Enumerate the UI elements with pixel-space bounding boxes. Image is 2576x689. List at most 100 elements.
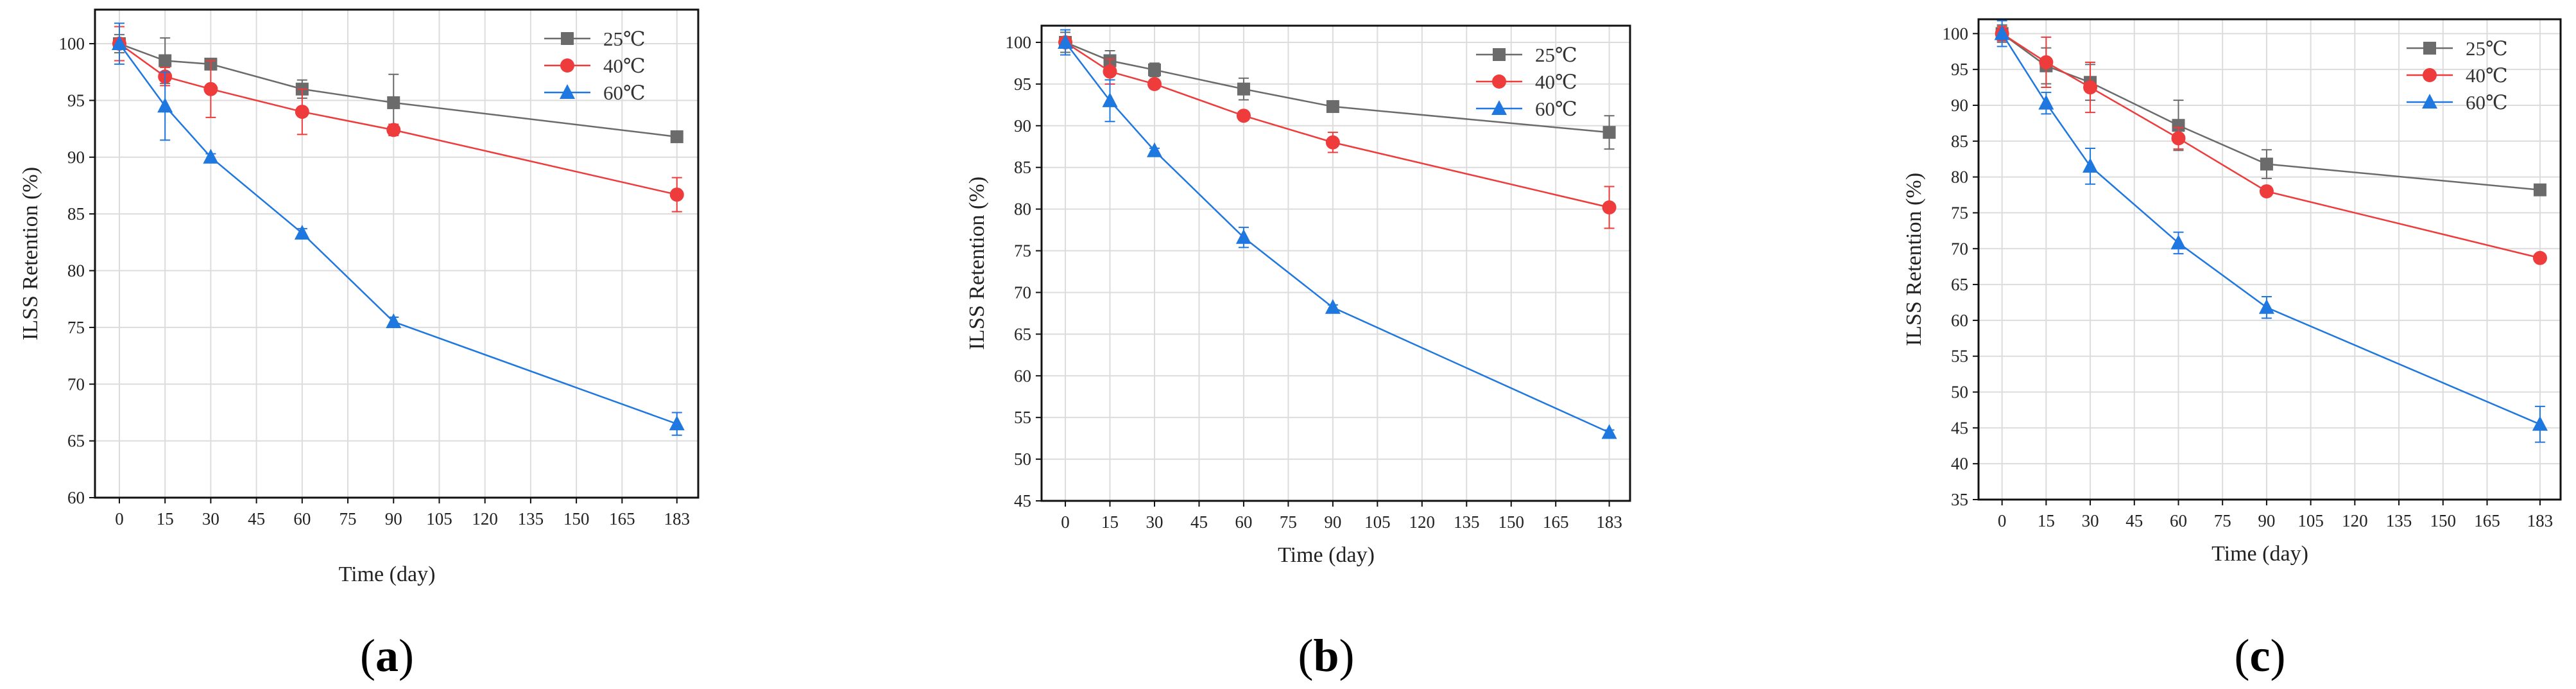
data-point xyxy=(1237,82,1250,96)
legend-marker xyxy=(560,58,574,73)
x-tick-label: 105 xyxy=(426,509,452,528)
x-tick-label: 120 xyxy=(1409,512,1436,532)
legend-label: 40℃ xyxy=(603,55,646,77)
legend-marker xyxy=(561,32,574,45)
y-tick-label: 100 xyxy=(1943,24,1969,43)
data-point xyxy=(2082,157,2099,173)
data-point xyxy=(2259,184,2274,198)
y-tick-label: 55 xyxy=(1014,408,1031,427)
legend-label: 25℃ xyxy=(2466,37,2508,60)
y-tick-label: 90 xyxy=(1014,116,1031,135)
x-tick-label: 183 xyxy=(1596,512,1622,532)
x-tick-label: 150 xyxy=(1498,512,1524,532)
data-point xyxy=(1103,64,1117,79)
legend: 25℃ 40℃ 60℃ xyxy=(2407,37,2508,114)
series-line xyxy=(1065,41,1610,134)
y-tick-label: 90 xyxy=(67,148,85,167)
panel-label: (a) xyxy=(360,630,414,681)
y-tick-label: 50 xyxy=(1014,449,1031,469)
series-line xyxy=(1065,41,1610,209)
data-point xyxy=(1147,76,1162,91)
x-tick-label: 0 xyxy=(1061,512,1070,532)
y-tick-label: 35 xyxy=(1951,490,1968,509)
x-tick-label: 120 xyxy=(472,509,498,528)
data-point xyxy=(2083,80,2098,95)
y-tick-label: 65 xyxy=(1951,275,1968,294)
y-tick-label: 95 xyxy=(1951,60,1968,79)
legend-marker xyxy=(560,84,575,99)
y-tick-label: 85 xyxy=(1951,132,1968,151)
legend-label: 25℃ xyxy=(1535,44,1577,66)
series-circle xyxy=(112,26,684,213)
series-line xyxy=(2001,33,2541,425)
plot-frame xyxy=(1977,18,2562,501)
y-tick-label: 80 xyxy=(1014,200,1031,219)
data-point xyxy=(2258,299,2274,314)
x-tick-label: 15 xyxy=(2038,511,2055,530)
data-point xyxy=(669,415,685,431)
data-point xyxy=(2260,157,2273,171)
data-point xyxy=(1602,200,1617,215)
data-point xyxy=(157,98,173,113)
y-tick-label: 100 xyxy=(59,34,85,53)
data-point xyxy=(386,313,402,329)
data-point xyxy=(1146,142,1162,157)
data-point xyxy=(1236,109,1251,123)
x-tick-label: 105 xyxy=(1364,512,1391,532)
y-tick-label: 80 xyxy=(67,261,85,281)
legend-label: 60℃ xyxy=(2466,91,2508,114)
x-tick-label: 135 xyxy=(2386,511,2412,530)
series-line xyxy=(1065,42,1610,433)
x-tick-label: 0 xyxy=(115,509,124,528)
series-circle xyxy=(1995,26,2547,265)
legend-label: 40℃ xyxy=(1535,71,1577,93)
y-tick-label: 70 xyxy=(1951,239,1968,258)
legend: 25℃ 40℃ 60℃ xyxy=(544,28,646,104)
series-line xyxy=(119,42,677,138)
legend-marker xyxy=(2422,94,2437,109)
y-tick-label: 95 xyxy=(67,91,85,110)
data-point xyxy=(1102,92,1118,107)
series-circle xyxy=(1058,29,1617,229)
x-tick-label: 15 xyxy=(1101,512,1119,532)
data-point xyxy=(386,123,401,137)
x-tick-label: 165 xyxy=(609,509,635,528)
y-axis-title: ILSS Retention (%) xyxy=(19,167,42,340)
y-tick-label: 60 xyxy=(1951,311,1968,330)
x-tick-label: 183 xyxy=(664,509,691,528)
legend-label: 40℃ xyxy=(2466,64,2508,87)
data-point xyxy=(670,130,683,143)
series-square xyxy=(1059,31,1616,150)
y-tick-label: 60 xyxy=(1014,366,1031,385)
legend-marker xyxy=(1493,48,1506,61)
chart-panel-a: 0 15 30 45 60 75 90 105 120 135 150 165 183 60 65 70 75 8… xyxy=(19,8,700,681)
x-tick-label: 150 xyxy=(2430,511,2457,530)
x-tick-label: 30 xyxy=(1146,512,1163,532)
x-axis-title: Time (day) xyxy=(2211,542,2308,566)
data-point xyxy=(2533,183,2546,196)
x-axis-title: Time (day) xyxy=(1278,543,1375,567)
x-tick-label: 90 xyxy=(1324,512,1341,532)
data-point xyxy=(1058,33,1074,49)
data-point xyxy=(2171,131,2186,146)
data-point xyxy=(1326,100,1339,113)
y-tick-label: 95 xyxy=(1014,74,1031,94)
legend-label: 60℃ xyxy=(1535,98,1577,120)
data-point xyxy=(111,35,127,51)
x-tick-label: 60 xyxy=(2170,511,2187,530)
legend: 25℃ 40℃ 60℃ xyxy=(1476,44,1577,120)
chart-panel-b: 0 15 30 45 60 75 90 105 120 135 150 165 183 45 50 55 60 6… xyxy=(965,24,1631,681)
y-tick-label: 65 xyxy=(67,432,85,451)
y-tick-label: 75 xyxy=(67,318,85,337)
data-point xyxy=(1602,126,1616,139)
x-tick-label: 15 xyxy=(157,509,174,528)
x-tick-label: 90 xyxy=(2258,511,2275,530)
series-triangle xyxy=(1058,29,1617,439)
y-tick-label: 70 xyxy=(67,374,85,394)
data-point xyxy=(1994,25,2010,40)
data-point xyxy=(2170,234,2186,250)
plot-frame xyxy=(94,8,700,499)
data-point xyxy=(295,105,309,119)
x-tick-label: 30 xyxy=(202,509,219,528)
